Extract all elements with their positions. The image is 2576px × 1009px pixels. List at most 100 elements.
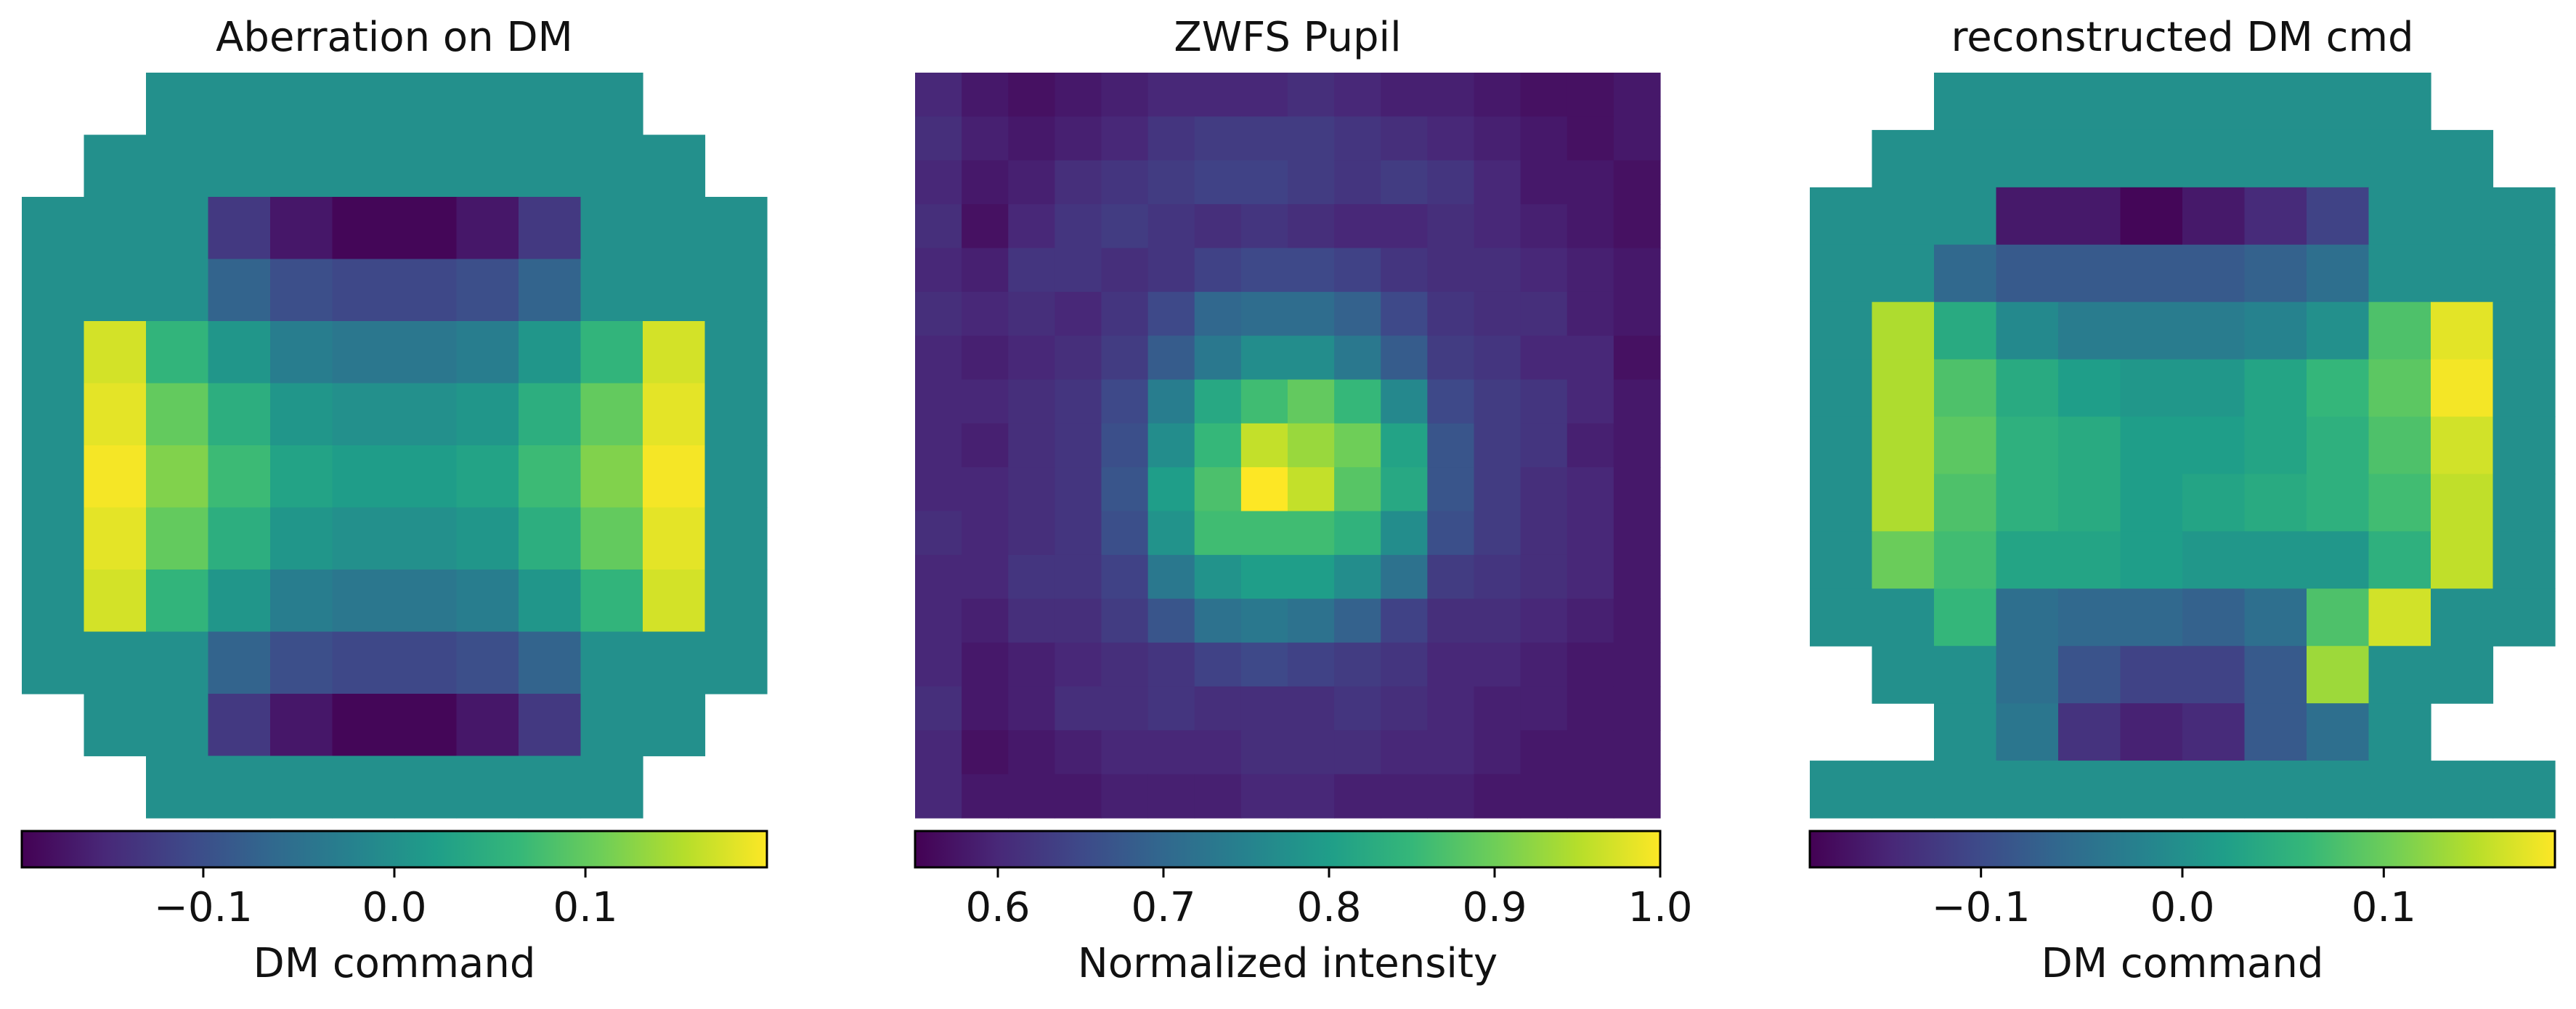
heatmap-cell — [394, 445, 458, 508]
heatmap-cell — [704, 507, 768, 570]
heatmap-cell — [915, 511, 962, 556]
heatmap-cell — [332, 445, 395, 508]
heatmap-cell — [270, 73, 333, 136]
heatmap-cell — [332, 570, 395, 633]
heatmap-cell — [1934, 588, 1997, 647]
heatmap-cell — [1055, 248, 1102, 293]
heatmap-cell — [1567, 379, 1614, 424]
heatmap-cell — [1008, 730, 1055, 775]
heatmap-cell — [2058, 73, 2121, 131]
heatmap-cell — [1381, 642, 1428, 687]
heatmap-cell — [1996, 474, 2059, 532]
heatmap-cell — [915, 423, 962, 468]
heatmap-cell — [1101, 379, 1149, 424]
heatmap-cell — [146, 694, 209, 757]
heatmap-cell — [1381, 204, 1428, 249]
heatmap-cell — [1427, 204, 1475, 249]
heatmap-cell — [1567, 248, 1614, 293]
heatmap-cell — [208, 73, 271, 136]
heatmap-cell — [1427, 291, 1475, 336]
heatmap-cell — [962, 248, 1009, 293]
heatmap-cell — [2244, 359, 2307, 418]
heatmap-cell — [643, 197, 706, 260]
heatmap-cell — [1996, 129, 2059, 188]
heatmap-cell — [394, 73, 458, 136]
heatmap-cell — [270, 631, 333, 694]
heatmap-cell — [1101, 774, 1149, 819]
heatmap-cell — [84, 570, 147, 633]
heatmap-cell — [1147, 467, 1195, 512]
heatmap-cell — [1240, 336, 1288, 381]
heatmap-cell — [519, 570, 582, 633]
heatmap-cell — [1810, 301, 1873, 360]
heatmap-cell — [208, 445, 271, 508]
heatmap-cell — [1520, 554, 1568, 599]
heatmap-cell — [1427, 336, 1475, 381]
heatmap-cell — [2368, 187, 2431, 246]
heatmap-cell — [1055, 642, 1102, 687]
heatmap-cell — [1567, 642, 1614, 687]
heatmap-cell — [1008, 379, 1055, 424]
heatmap-cell — [1194, 116, 1242, 161]
heatmap-cell — [1520, 116, 1568, 161]
heatmap-cell — [1147, 730, 1195, 775]
heatmap-cell — [1288, 73, 1335, 117]
heatmap-cell — [1996, 588, 2059, 647]
heatmap-cell — [1613, 554, 1661, 599]
heatmap-cell — [1288, 248, 1335, 293]
heatmap-cell — [962, 160, 1009, 205]
heatmap-cell — [1240, 116, 1288, 161]
heatmap-cell — [1334, 291, 1381, 336]
heatmap-cell — [519, 73, 582, 136]
heatmap-cell — [1474, 73, 1521, 117]
heatmap-cell — [1934, 73, 1997, 131]
heatmap-cell — [1567, 204, 1614, 249]
heatmap-cell — [1147, 686, 1195, 731]
heatmap-cell — [1872, 646, 1935, 704]
heatmap-cell — [1934, 244, 1997, 303]
colorbar-tick-label: 0.8 — [1296, 884, 1361, 931]
heatmap-cell — [1427, 686, 1475, 731]
heatmap-cell — [1934, 187, 1997, 246]
heatmap-cell — [1613, 730, 1661, 775]
heatmap-cell — [1381, 248, 1428, 293]
heatmap-cell — [1934, 359, 1997, 418]
heatmap-cell — [519, 134, 582, 198]
heatmap-cell — [146, 507, 209, 570]
heatmap-cell — [962, 774, 1009, 819]
heatmap-cell — [1055, 774, 1102, 819]
heatmap-cell — [1334, 73, 1381, 117]
heatmap-cell — [1474, 774, 1521, 819]
heatmap-cell — [1474, 599, 1521, 644]
heatmap-cell — [2120, 531, 2183, 589]
heatmap-cell — [146, 570, 209, 633]
heatmap-cell — [1996, 646, 2059, 704]
heatmap-cell — [1474, 379, 1521, 424]
heatmap-cell — [1520, 248, 1568, 293]
heatmap-cell — [1240, 554, 1288, 599]
heatmap-cell — [1008, 423, 1055, 468]
heatmap-cell — [1613, 774, 1661, 819]
heatmap-cell — [1996, 703, 2059, 761]
heatmap-cell — [1934, 416, 1997, 475]
heatmap-cell — [1334, 554, 1381, 599]
heatmap-cell — [1381, 73, 1428, 117]
heatmap-cell — [2182, 416, 2246, 475]
heatmap-cell — [2307, 588, 2370, 647]
heatmap-cell — [1474, 248, 1521, 293]
heatmap-cell — [1520, 291, 1568, 336]
heatmap-cell — [1194, 336, 1242, 381]
heatmap-cell — [1427, 423, 1475, 468]
heatmap-cell — [2058, 187, 2121, 246]
heatmap-cell — [1381, 291, 1428, 336]
heatmap-cell — [1194, 204, 1242, 249]
heatmap-cell — [2120, 474, 2183, 532]
heatmap-cell — [270, 134, 333, 198]
heatmap-cell — [2307, 73, 2370, 131]
heatmap-cell — [1567, 599, 1614, 644]
heatmap-cell — [1613, 423, 1661, 468]
heatmap-cell — [1055, 730, 1102, 775]
heatmap-cell — [22, 631, 85, 694]
heatmap-cell — [1288, 423, 1335, 468]
heatmap-cell — [456, 134, 519, 198]
